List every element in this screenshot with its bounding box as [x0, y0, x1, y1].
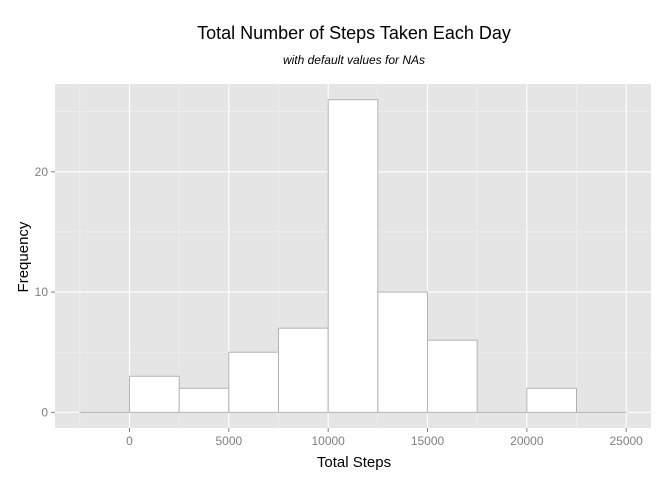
- histogram-bar: [178, 387, 230, 413]
- x-tick-label: 15000: [411, 434, 445, 448]
- histogram-bars: [79, 99, 627, 413]
- y-tick-label: 10: [35, 285, 49, 299]
- x-tick-label: 10000: [311, 434, 345, 448]
- x-tick-label: 20000: [510, 434, 544, 448]
- histogram-bar: [427, 339, 478, 413]
- histogram-bar: [377, 291, 429, 413]
- histogram-bar: [526, 387, 577, 413]
- histogram-bar: [327, 99, 379, 413]
- histogram-bar: [278, 327, 329, 413]
- y-tick-label: 0: [41, 405, 48, 419]
- x-tick-label: 25000: [609, 434, 643, 448]
- x-tick-label: 5000: [215, 434, 242, 448]
- histogram-bar: [129, 375, 180, 413]
- chart-subtitle: with default values for NAs: [283, 53, 425, 67]
- y-axis-ticks: 0 10 20: [35, 165, 55, 419]
- x-tick-label: 0: [126, 434, 133, 448]
- x-axis-label: Total Steps: [317, 454, 391, 471]
- y-tick-label: 20: [35, 165, 49, 179]
- x-axis-ticks: 0 5000 10000 15000 20000 25000: [126, 428, 643, 448]
- y-axis-label: Frequency: [15, 221, 32, 292]
- histogram-bar: [228, 351, 279, 413]
- chart-title: Total Number of Steps Taken Each Day: [197, 23, 511, 43]
